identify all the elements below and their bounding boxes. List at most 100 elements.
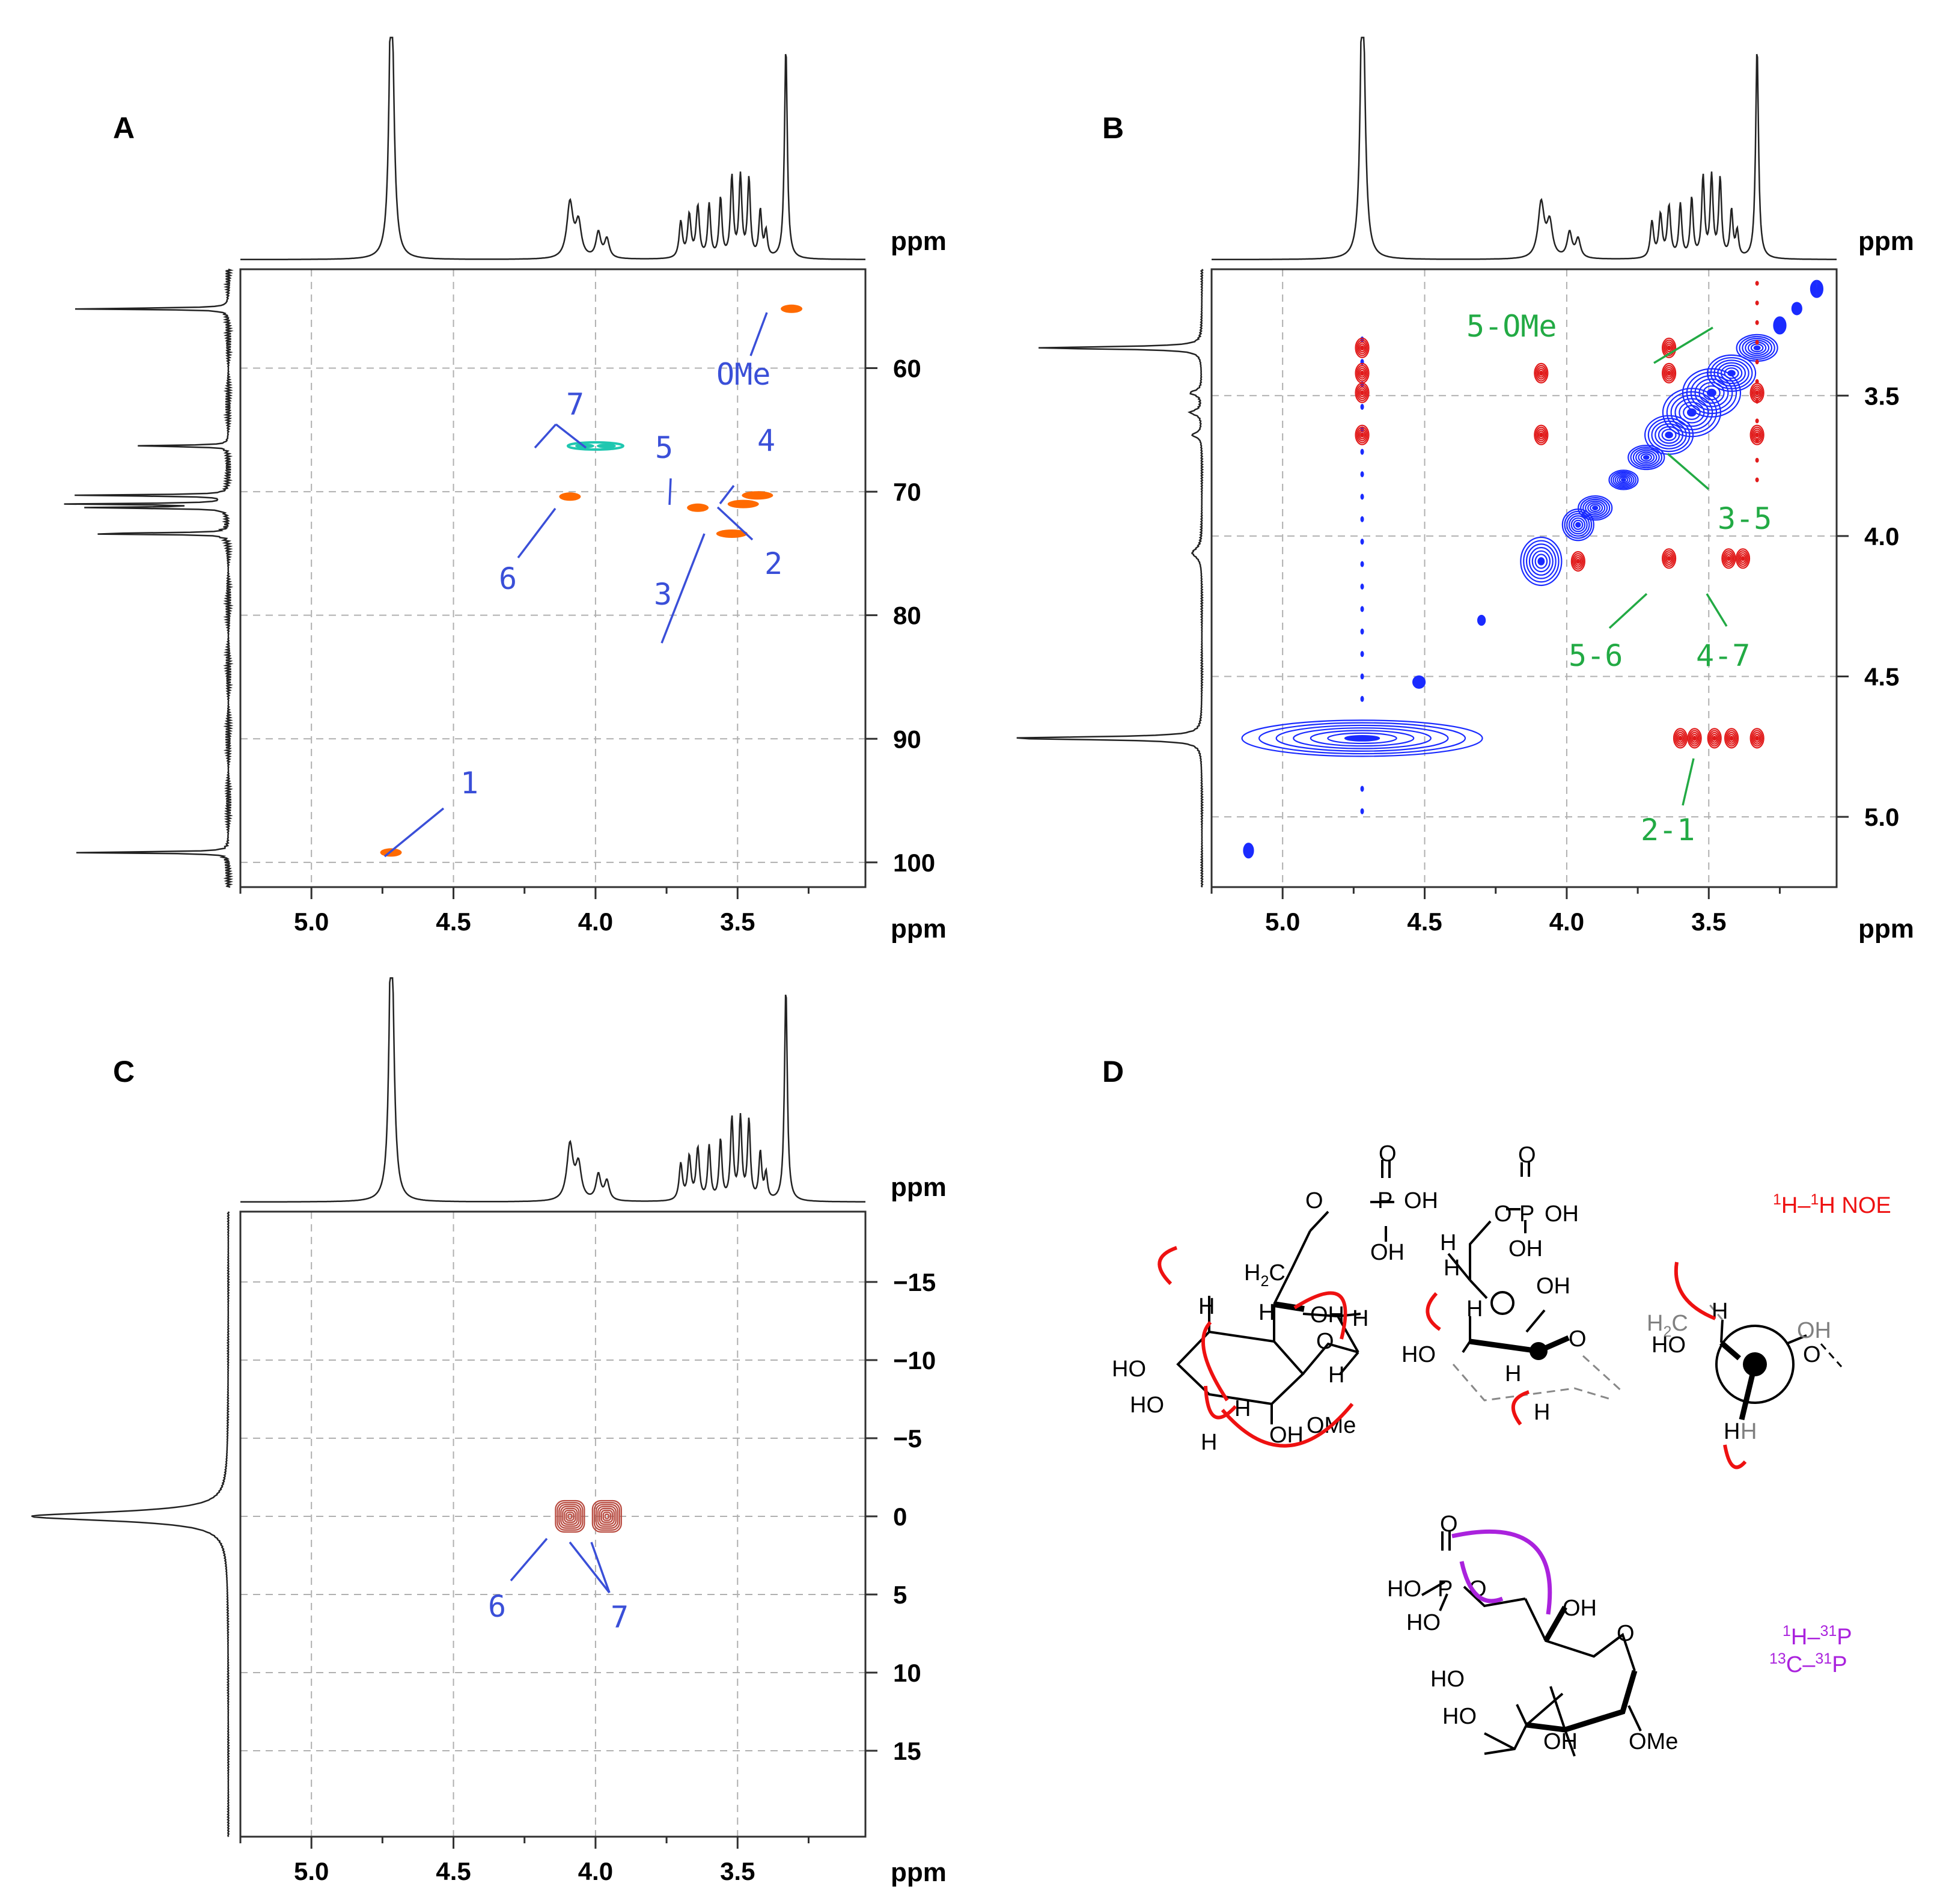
hmbc-peak-6 xyxy=(555,1500,585,1533)
y-tick-label: 80 xyxy=(893,602,921,630)
panel-c-letter: C xyxy=(113,1055,135,1088)
noesy-diagonal-peak xyxy=(1241,719,1483,757)
legend-noe: 1H–1H NOE xyxy=(1773,1191,1891,1218)
noesy-cross-peak xyxy=(1749,728,1765,749)
chair-h6-label: H xyxy=(1328,1362,1344,1388)
chair-p-label: P xyxy=(1377,1188,1392,1213)
noesy-t1-noise xyxy=(1755,359,1759,365)
flat-ho4-label: HO xyxy=(1442,1704,1477,1729)
noesy-t1-noise xyxy=(1360,539,1364,545)
y-tick-label: 15 xyxy=(893,1737,921,1765)
noesy-cross-peak xyxy=(1534,424,1549,445)
chair-h1-label: H xyxy=(1198,1294,1215,1319)
panel-b-grid xyxy=(1212,269,1837,887)
legend-h-p: 1H–31P xyxy=(1783,1623,1852,1650)
y-tick-label: 4.0 xyxy=(1864,522,1899,551)
noesy-t1-noise xyxy=(1360,628,1364,635)
peak-label-ome: OMe xyxy=(716,357,770,392)
hmbc-peak-7 xyxy=(591,1500,622,1533)
noesy-t1-noise xyxy=(1755,438,1759,444)
noesy-t1-noise xyxy=(1755,477,1759,483)
panel-b-peaks xyxy=(1241,279,1824,859)
noesy-cross-peak xyxy=(1355,337,1370,358)
x-tick-label: 3.5 xyxy=(720,908,755,936)
peak-label-5: 5 xyxy=(655,430,673,465)
y-tick-label: 100 xyxy=(893,849,935,877)
noesy-t1-noise xyxy=(1755,320,1759,325)
side-oh2-label: OH xyxy=(1508,1236,1543,1262)
newman-ho-label: HO xyxy=(1652,1332,1686,1358)
side-ho-label: HO xyxy=(1402,1342,1436,1367)
chair-h4-label: H xyxy=(1234,1396,1251,1421)
noesy-t1-noise xyxy=(1360,516,1364,522)
panel-c-top-ppm: ppm xyxy=(891,1173,947,1202)
chair-h5-label: H xyxy=(1352,1306,1368,1331)
noesy-t1-noise xyxy=(1360,403,1364,410)
noesy-cross-peak xyxy=(1661,548,1677,569)
panel-c-hmbc: C 5.0 4.5 4.0 3.5 −15 −10 −5 0 5 10 15 ppm ppm 6 … xyxy=(31,977,947,1887)
panel-a-x-ticks: 5.0 4.5 4.0 3.5 xyxy=(239,887,810,936)
y-tick-label: 70 xyxy=(893,478,921,506)
panel-a-top-projection xyxy=(240,37,865,261)
noesy-t1-noise xyxy=(1755,457,1759,463)
panel-c-leaders xyxy=(510,1537,611,1594)
cross-peak-label-5-6: 5-6 xyxy=(1569,638,1623,673)
panel-c-frame xyxy=(239,1210,867,1838)
newman-h2c-label: H2C xyxy=(1647,1311,1688,1340)
panel-b-left-projection xyxy=(1016,269,1204,888)
newman-h3-label: H xyxy=(1740,1419,1757,1444)
peak-label-2: 2 xyxy=(764,546,782,581)
chair-h3-label: H xyxy=(1201,1430,1217,1455)
cross-peak-label-5-ome: 5-OMe xyxy=(1466,309,1557,344)
structure-newman: H2C H HO OH O H H xyxy=(1647,1262,1843,1469)
flat-oh2-label: OH xyxy=(1543,1729,1578,1754)
hsqc-peak-2 xyxy=(727,499,759,508)
hsqc-peak-4 xyxy=(742,491,773,500)
noesy-t1-noise xyxy=(1755,398,1759,404)
newman-h2-label: H xyxy=(1724,1419,1740,1444)
flat-o3-label: O xyxy=(1617,1621,1635,1646)
panel-b-peak-labels: 5-OMe 3-5 5-6 4-7 2-1 xyxy=(1466,309,1772,847)
flat-ho3-label: HO xyxy=(1430,1667,1465,1692)
noesy-diagonal-peak xyxy=(1243,843,1254,859)
noesy-diagonal-peak xyxy=(1644,415,1694,455)
hsqc-peak-6 xyxy=(559,492,581,501)
hmbc-label-6: 6 xyxy=(488,1589,506,1624)
flat-oh1-label: OH xyxy=(1563,1596,1597,1621)
newman-o-label: O xyxy=(1803,1342,1821,1367)
x-tick-label: 4.0 xyxy=(578,1857,613,1885)
noesy-diagonal-peak xyxy=(1578,495,1613,521)
chair-h2-label: H xyxy=(1258,1300,1275,1325)
y-tick-label: 5 xyxy=(893,1581,907,1609)
flat-p-label: P xyxy=(1438,1576,1453,1602)
noesy-diagonal-peak xyxy=(1561,508,1594,542)
peak-label-6: 6 xyxy=(499,561,517,596)
noesy-cross-peak xyxy=(1661,362,1677,383)
noesy-cross-peak xyxy=(1355,424,1370,445)
noesy-t1-noise xyxy=(1755,340,1759,345)
x-tick-label: 4.5 xyxy=(1407,908,1442,936)
chair-oh2-label: OH xyxy=(1370,1240,1405,1265)
noesy-diagonal-peak xyxy=(1736,334,1778,362)
structure-chair-noe: O P OH O OH H2C OH H H HO HO H H OH H O … xyxy=(1112,1141,1438,1455)
cross-peak-label-4-7: 4-7 xyxy=(1696,638,1750,673)
structure-haworth-p: O HO P HO O OH O HO HO OH OMe xyxy=(1387,1512,1678,1757)
flat-ome-label: OMe xyxy=(1629,1729,1678,1754)
noesy-t1-noise xyxy=(1360,606,1364,612)
side-o2-label: O xyxy=(1518,1143,1536,1168)
hsqc-peak-5 xyxy=(687,503,709,512)
cross-peak-label-2-1: 2-1 xyxy=(1641,813,1695,847)
hmbc-label-7: 7 xyxy=(611,1600,629,1635)
panel-c-x-ticks: 5.0 4.5 4.0 3.5 xyxy=(239,1837,810,1885)
panel-d-structures: D 1H–1H NOE 1H–31P 13C–31P xyxy=(1102,1055,1891,1757)
panel-b-x-ticks: 5.0 4.5 4.0 3.5 xyxy=(1210,887,1781,936)
side-oh1-label: OH xyxy=(1545,1201,1579,1227)
flat-ho1-label: HO xyxy=(1387,1576,1421,1602)
noesy-cross-peak xyxy=(1707,728,1722,749)
noesy-diagonal-peak xyxy=(1791,302,1802,316)
x-tick-label: 5.0 xyxy=(1265,908,1300,936)
flat-o1-label: O xyxy=(1440,1512,1458,1537)
noesy-cross-peak xyxy=(1687,728,1702,749)
peak-label-4: 4 xyxy=(757,423,775,458)
x-tick-label: 5.0 xyxy=(294,1857,329,1885)
